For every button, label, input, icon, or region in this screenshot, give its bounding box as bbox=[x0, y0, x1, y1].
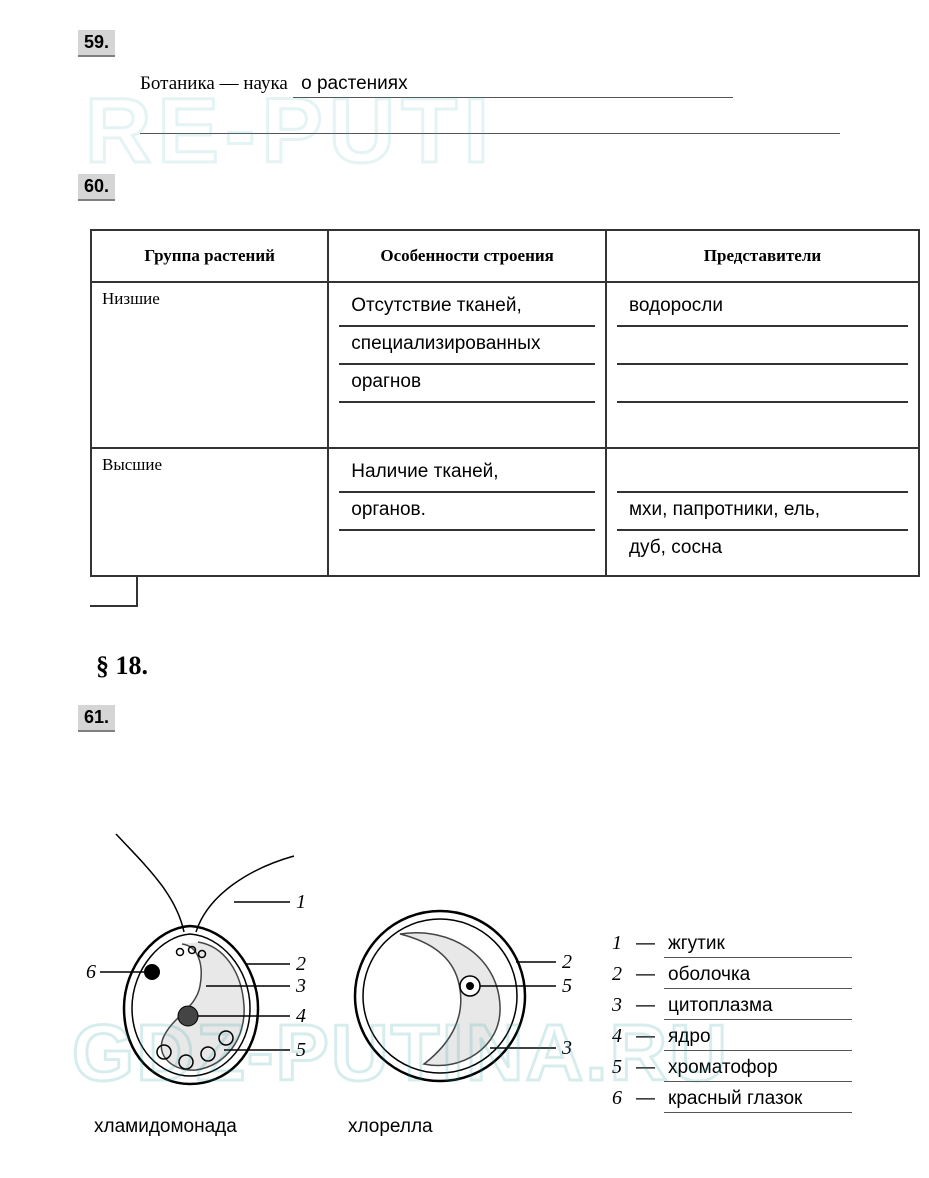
q59-answer: о растениях bbox=[293, 73, 733, 98]
example-line: мхи, папротники, ель, bbox=[617, 493, 908, 531]
feature-line: орагнов bbox=[339, 365, 595, 403]
feature-line: Отсутствие тканей, bbox=[339, 289, 595, 327]
q59-blank-line bbox=[140, 106, 840, 134]
legend-answer: хроматофор bbox=[664, 1057, 852, 1082]
feature-line: органов. bbox=[339, 493, 595, 531]
example-line bbox=[617, 455, 908, 493]
diagram-chlorella: 2 5 3 хлорелла bbox=[340, 876, 580, 1138]
legend-answer: жгутик bbox=[664, 933, 852, 958]
svg-text:2: 2 bbox=[562, 951, 572, 973]
diagrams-row: 1 2 3 4 5 6 хламидомонада bbox=[86, 816, 879, 1138]
legend-row: 3 — цитоплазма bbox=[612, 994, 852, 1020]
legend-answer: красный глазок bbox=[664, 1088, 852, 1113]
svg-text:3: 3 bbox=[561, 1037, 572, 1059]
plant-table: Группа растений Особенности строения Пре… bbox=[90, 229, 920, 577]
svg-text:4: 4 bbox=[296, 1005, 306, 1027]
q59-label: Ботаника — наука bbox=[140, 73, 288, 94]
section-18-heading: § 18. bbox=[96, 651, 879, 681]
legend-row: 2 — оболочка bbox=[612, 963, 852, 989]
legend-dash: — bbox=[636, 1088, 664, 1110]
caption-chlorella: хлорелла bbox=[348, 1116, 580, 1138]
question-number-59: 59. bbox=[78, 30, 115, 57]
legend-answer: оболочка bbox=[664, 964, 852, 989]
legend: 1 — жгутик 2 — оболочка 3 — цитоплазма 4… bbox=[612, 932, 852, 1118]
legend-num: 5 bbox=[612, 1056, 636, 1079]
feature-line bbox=[339, 531, 595, 569]
svg-text:2: 2 bbox=[296, 953, 306, 975]
cell-examples-higher: мхи, папротники, ель, дуб, сосна bbox=[606, 448, 919, 576]
svg-text:1: 1 bbox=[296, 891, 306, 913]
legend-num: 2 bbox=[612, 963, 636, 986]
cell-examples-lower: водоросли bbox=[606, 282, 919, 448]
legend-num: 4 bbox=[612, 1025, 636, 1048]
legend-num: 1 bbox=[612, 932, 636, 955]
caption-chlamydomonas: хламидомонада bbox=[94, 1116, 316, 1138]
legend-dash: — bbox=[636, 995, 664, 1017]
table-endcap bbox=[90, 577, 138, 607]
svg-text:6: 6 bbox=[86, 961, 96, 983]
th-group: Группа растений bbox=[91, 230, 328, 282]
example-line: водоросли bbox=[617, 289, 908, 327]
diagram-chlamydomonas: 1 2 3 4 5 6 хламидомонада bbox=[86, 816, 316, 1138]
svg-text:3: 3 bbox=[295, 975, 306, 997]
question-60: 60. Группа растений Особенности строения… bbox=[50, 174, 879, 607]
svg-text:5: 5 bbox=[296, 1039, 306, 1061]
feature-line bbox=[339, 403, 595, 441]
chlamydomonas-svg: 1 2 3 4 5 6 bbox=[86, 816, 316, 1106]
chlorella-svg: 2 5 3 bbox=[340, 876, 580, 1106]
th-features: Особенности строения bbox=[328, 230, 606, 282]
legend-answer: цитоплазма bbox=[664, 995, 852, 1020]
legend-dash: — bbox=[636, 1026, 664, 1048]
legend-num: 3 bbox=[612, 994, 636, 1017]
cell-features-lower: Отсутствие тканей, специализированных ор… bbox=[328, 282, 606, 448]
example-line bbox=[617, 327, 908, 365]
example-line: дуб, сосна bbox=[617, 531, 908, 569]
table-row: Высшие Наличие тканей, органов. мхи, пап… bbox=[91, 448, 919, 576]
row-label-lower: Низшие bbox=[91, 282, 328, 448]
legend-dash: — bbox=[636, 964, 664, 986]
table-row: Низшие Отсутствие тканей, специализирова… bbox=[91, 282, 919, 448]
legend-dash: — bbox=[636, 1057, 664, 1079]
legend-answer: ядро bbox=[664, 1026, 852, 1051]
feature-line: Наличие тканей, bbox=[339, 455, 595, 493]
legend-num: 6 bbox=[612, 1087, 636, 1110]
th-examples: Представители bbox=[606, 230, 919, 282]
question-61: 61. bbox=[50, 705, 879, 1138]
legend-dash: — bbox=[636, 933, 664, 955]
legend-row: 5 — хроматофор bbox=[612, 1056, 852, 1082]
question-number-60: 60. bbox=[78, 174, 115, 201]
legend-row: 1 — жгутик bbox=[612, 932, 852, 958]
example-line bbox=[617, 365, 908, 403]
question-number-61: 61. bbox=[78, 705, 115, 732]
cell-features-higher: Наличие тканей, органов. bbox=[328, 448, 606, 576]
feature-line: специализированных bbox=[339, 327, 595, 365]
legend-row: 4 — ядро bbox=[612, 1025, 852, 1051]
question-59: 59. Ботаника — наука о растениях bbox=[50, 30, 879, 134]
legend-row: 6 — красный глазок bbox=[612, 1087, 852, 1113]
svg-text:5: 5 bbox=[562, 975, 572, 997]
example-line bbox=[617, 403, 908, 441]
row-label-higher: Высшие bbox=[91, 448, 328, 576]
